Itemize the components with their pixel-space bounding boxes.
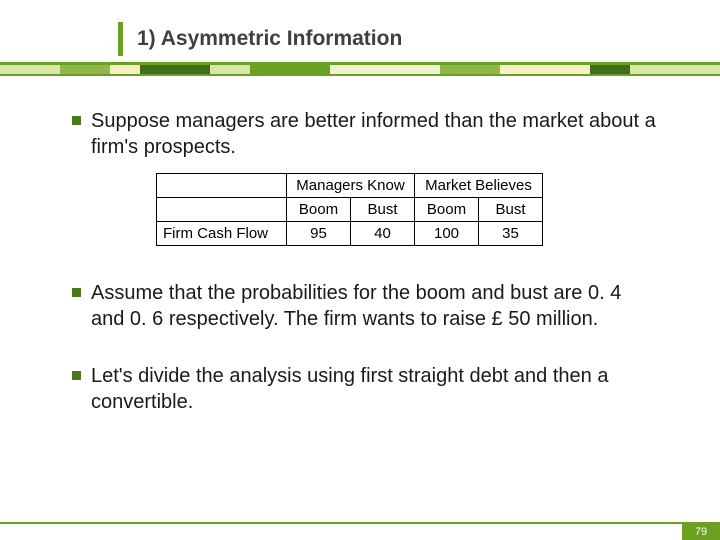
stripe-body (0, 65, 720, 74)
table-wrap: Managers Know Market Believes Boom Bust … (156, 173, 660, 246)
decorative-stripe (0, 62, 720, 76)
table-cell: 40 (351, 221, 415, 245)
table-cell: 95 (287, 221, 351, 245)
header: 1) Asymmetric Information (0, 22, 720, 56)
table-row-label: Firm Cash Flow (157, 221, 287, 245)
table-col-boom: Boom (287, 197, 351, 221)
table-empty-cell (157, 173, 287, 197)
stripe-bottom-line (0, 74, 720, 76)
stripe-segment (250, 65, 330, 74)
stripe-segment (0, 65, 60, 74)
table-col-boom: Boom (415, 197, 479, 221)
table-col-bust: Bust (479, 197, 543, 221)
bullet-text: Let's divide the analysis using first st… (91, 363, 660, 416)
slide-title: 1) Asymmetric Information (137, 27, 402, 51)
title-accent-bar (118, 22, 123, 56)
page-number: 79 (682, 524, 720, 540)
table-empty-cell (157, 197, 287, 221)
stripe-segment (60, 65, 110, 74)
table-subheader-row: Boom Bust Boom Bust (157, 197, 543, 221)
bullet-item: Assume that the probabilities for the bo… (72, 280, 660, 333)
footer-body: 79 (0, 524, 720, 540)
table-group-managers: Managers Know (287, 173, 415, 197)
table-group-market: Market Believes (415, 173, 543, 197)
stripe-segment (590, 65, 630, 74)
stripe-segment (210, 65, 250, 74)
table-row: Firm Cash Flow 95 40 100 35 (157, 221, 543, 245)
stripe-segment (110, 65, 140, 74)
stripe-segment (500, 65, 590, 74)
stripe-segment (330, 65, 440, 74)
bullet-icon (72, 116, 81, 125)
bullet-text: Assume that the probabilities for the bo… (91, 280, 660, 333)
bullet-item: Suppose managers are better informed tha… (72, 108, 660, 161)
bullet-text: Suppose managers are better informed tha… (91, 108, 660, 161)
title-area: 1) Asymmetric Information (0, 22, 720, 56)
table-cell: 100 (415, 221, 479, 245)
stripe-segment (630, 65, 720, 74)
bullet-icon (72, 371, 81, 380)
bullet-icon (72, 288, 81, 297)
bullet-item: Let's divide the analysis using first st… (72, 363, 660, 416)
cashflow-table: Managers Know Market Believes Boom Bust … (156, 173, 543, 246)
table-header-row: Managers Know Market Believes (157, 173, 543, 197)
stripe-segment (440, 65, 500, 74)
stripe-segment (140, 65, 210, 74)
content-area: Suppose managers are better informed tha… (72, 108, 660, 433)
slide: 1) Asymmetric Information Suppose manage… (0, 0, 720, 540)
footer: 79 (0, 522, 720, 540)
table-col-bust: Bust (351, 197, 415, 221)
table-cell: 35 (479, 221, 543, 245)
